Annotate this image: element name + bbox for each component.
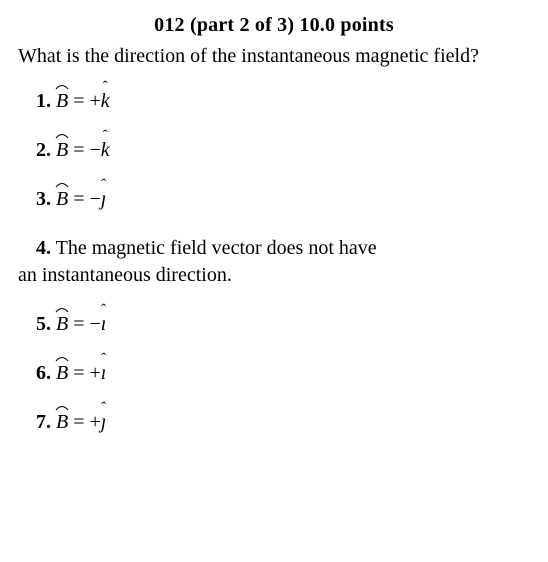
option-number: 4. bbox=[36, 237, 51, 259]
option-4: 4. The magnetic field vector does not ha… bbox=[18, 235, 530, 289]
option-5: 5. B = −ˆı bbox=[36, 311, 530, 338]
option-equation: B = −ˆȷ bbox=[56, 188, 106, 210]
j-hat-icon: ˆȷ bbox=[101, 409, 107, 436]
option-text-line2: an instantaneous direction. bbox=[18, 262, 530, 289]
option-text-line1: The magnetic field vector does not have bbox=[56, 237, 377, 259]
option-number: 2. bbox=[36, 139, 51, 161]
option-7: 7. B = +ˆȷ bbox=[36, 409, 530, 436]
option-number: 7. bbox=[36, 411, 51, 433]
b-hat-icon: B bbox=[56, 409, 68, 436]
option-equation: B = −ˆı bbox=[56, 313, 106, 335]
b-hat-icon: B bbox=[56, 311, 68, 338]
question-prompt: What is the direction of the instantaneo… bbox=[18, 43, 530, 70]
option-3: 3. B = −ˆȷ bbox=[36, 186, 530, 213]
i-hat-icon: ˆı bbox=[101, 311, 107, 338]
question-header: 012 (part 2 of 3) 10.0 points bbox=[18, 12, 530, 39]
i-hat-icon: ˆı bbox=[101, 360, 107, 387]
j-hat-icon: ˆȷ bbox=[101, 186, 107, 213]
k-hat-icon: ˆk bbox=[101, 88, 110, 115]
option-number: 5. bbox=[36, 313, 51, 335]
option-1: 1. B = +ˆk bbox=[36, 88, 530, 115]
option-6: 6. B = +ˆı bbox=[36, 360, 530, 387]
b-hat-icon: B bbox=[56, 360, 68, 387]
k-hat-icon: ˆk bbox=[101, 137, 110, 164]
option-equation: B = +ˆı bbox=[56, 362, 106, 384]
option-equation: B = +ˆk bbox=[56, 90, 110, 112]
b-hat-icon: B bbox=[56, 137, 68, 164]
b-hat-icon: B bbox=[56, 186, 68, 213]
b-hat-icon: B bbox=[56, 88, 68, 115]
option-number: 3. bbox=[36, 188, 51, 210]
option-number: 6. bbox=[36, 362, 51, 384]
option-number: 1. bbox=[36, 90, 51, 112]
option-equation: B = +ˆȷ bbox=[56, 411, 106, 433]
option-equation: B = −ˆk bbox=[56, 139, 110, 161]
option-2: 2. B = −ˆk bbox=[36, 137, 530, 164]
